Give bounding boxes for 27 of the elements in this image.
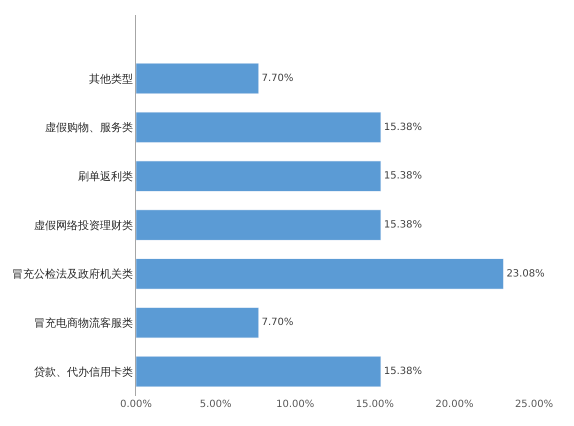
- data-label: 15.38%: [384, 220, 422, 231]
- x-tick-label: 0.00%: [120, 399, 152, 410]
- bar: [136, 307, 259, 338]
- y-tick-label: 贷款、代办信用卡类: [34, 365, 133, 378]
- y-tick-label: 冒充公检法及政府机关类: [12, 268, 133, 281]
- bar: [136, 160, 382, 192]
- x-tick-label: 15.00%: [356, 399, 394, 410]
- bar: [136, 258, 504, 290]
- x-tick-label: 25.00%: [514, 399, 554, 410]
- bar: [136, 210, 382, 240]
- y-tick-label: 刷单返利类: [78, 170, 133, 184]
- bar: [136, 356, 382, 387]
- data-label: 15.38%: [384, 170, 422, 182]
- y-tick-label: 虚假购物、服务类: [44, 121, 133, 134]
- bar: [136, 63, 259, 94]
- data-label: 7.70%: [262, 73, 294, 84]
- x-tick-label: 20.00%: [435, 399, 474, 410]
- x-tick-label: 5.00%: [200, 399, 232, 410]
- y-tick-label: 虚假网络投资理财类: [34, 218, 133, 232]
- bar: [136, 112, 382, 143]
- y-tick-label: 其他类型: [88, 72, 133, 86]
- data-label: 7.70%: [262, 317, 294, 328]
- x-tick-label: 10.00%: [276, 399, 314, 410]
- y-tick-label: 冒充电商物流客服类: [34, 316, 133, 330]
- data-label: 15.38%: [384, 122, 422, 133]
- data-label: 23.08%: [506, 268, 545, 280]
- data-label: 15.38%: [384, 366, 422, 378]
